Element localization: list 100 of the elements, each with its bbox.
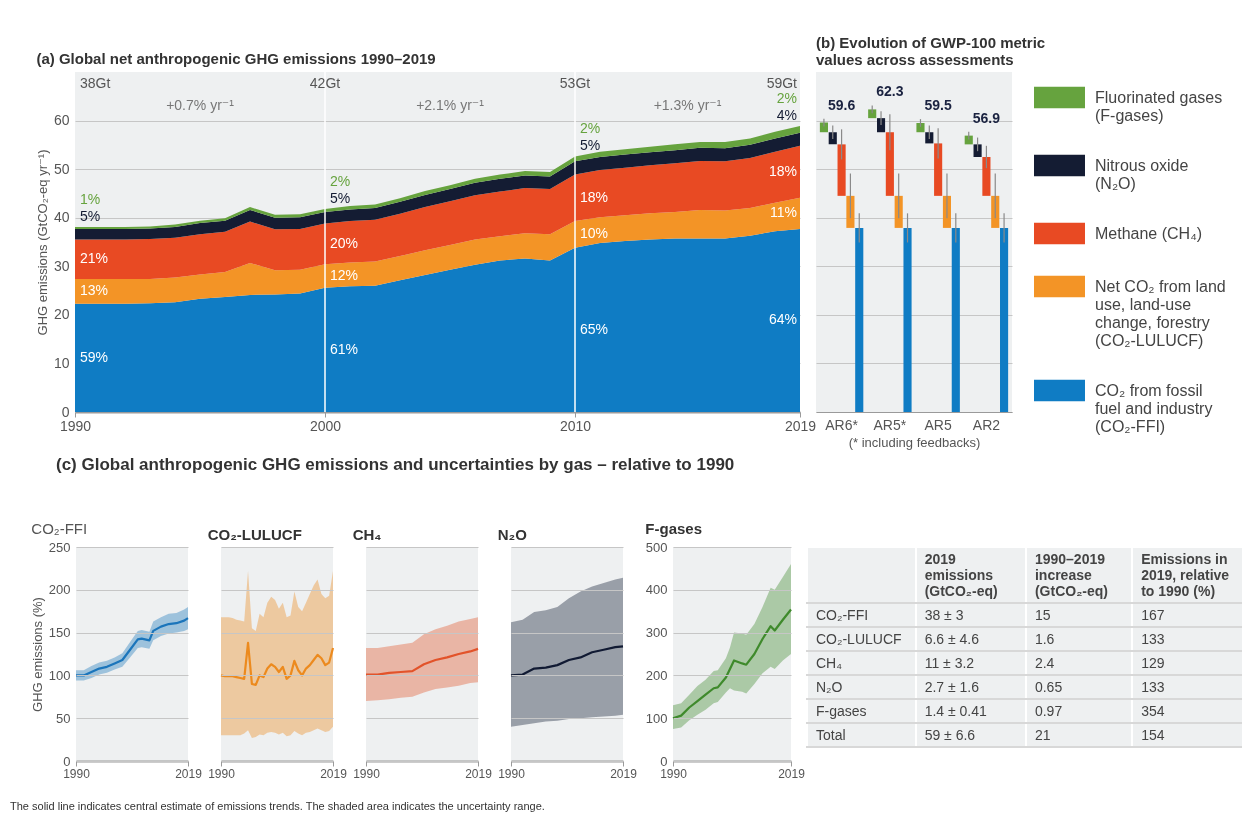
annotation: 64% [768, 311, 797, 328]
y-axis-title: GHG emissions (%) [29, 597, 45, 712]
x-tick-label: 2019 [465, 766, 493, 781]
x-tick-label: AR5 [924, 416, 952, 433]
x-tick-label: 1990 [63, 766, 91, 781]
x-tick-label: 1990 [660, 766, 688, 781]
total-label: 59.5 [924, 97, 952, 113]
annotation: 53Gt [559, 74, 591, 91]
y-tick-label: 60 [53, 112, 70, 129]
annotation: 42Gt [309, 74, 341, 91]
chart-title: N₂O [497, 526, 528, 543]
chart-title: F-gases [645, 520, 703, 537]
annotation: 2% [330, 172, 351, 189]
x-tick-label: 1990 [59, 417, 92, 434]
total-label: 59.6 [827, 96, 856, 113]
text: 167 [1132, 603, 1242, 627]
text: 1990–2019 increase (GtCO₂-eq) [1025, 548, 1133, 603]
bar [885, 132, 894, 196]
annotation: 5% [80, 207, 101, 224]
y-tick-label: 0 [61, 403, 70, 420]
text: 0.97 [1025, 699, 1133, 723]
y-tick-label: 300 [645, 625, 668, 641]
chart-title: (b) Evolution of GWP-100 metric values across assessments [816, 34, 1046, 68]
y-tick-label: 0 [63, 753, 71, 769]
annotation: 4% [776, 106, 797, 123]
bar [934, 143, 943, 196]
x-tick-label: 1990 [208, 766, 236, 781]
bar [991, 195, 1000, 228]
text: (c) Global anthropogenic GHG emissions and uncertainties by gas – relative to 1990 [56, 455, 735, 475]
bar [837, 144, 846, 196]
bar [828, 132, 837, 145]
text: 6.6 ± 4.6 [915, 627, 1026, 651]
text: 1.6 [1025, 627, 1133, 651]
text: 2019 emissions (GtCO₂-eq) [915, 548, 1026, 603]
y-tick-label: 10 [53, 354, 70, 371]
line-series [74, 616, 190, 677]
y-tick-label: 150 [48, 625, 71, 641]
y-tick-label: 0 [660, 753, 668, 769]
x-tick-label: 2000 [309, 417, 342, 434]
y-tick-label: 50 [56, 710, 71, 726]
annotation: 18% [768, 162, 797, 179]
annotation: 12% [330, 267, 359, 283]
text: Emissions in 2019, relative to 1990 (%) [1132, 548, 1242, 603]
x-tick-label: 2019 [610, 766, 638, 781]
annotation: 20% [330, 234, 359, 251]
legend-label: CO₂ from fossil fuel and industry (CO₂-FFI) [1095, 381, 1213, 435]
annotation: 5% [580, 137, 601, 154]
bar [894, 195, 903, 228]
text: 133 [1132, 627, 1242, 651]
chart-subtitle: CO₂-FFI [31, 520, 88, 537]
annotation: 61% [330, 340, 359, 357]
chart-title: CO₂-LULUCF [207, 526, 302, 543]
text: 38 ± 3 [915, 603, 1026, 627]
y-tick-label: 250 [48, 539, 71, 555]
x-tick-label: 2019 [320, 766, 348, 781]
annotation: 11% [770, 204, 797, 221]
text: F-gases [807, 699, 916, 723]
bar [982, 157, 991, 196]
annotation: 2% [776, 89, 797, 106]
legend-label: Methane (CH₄) [1095, 224, 1203, 242]
y-tick-label: 50 [53, 160, 70, 177]
y-tick-label: 20 [53, 306, 70, 323]
annotation: 5% [330, 189, 351, 206]
annotation: +2.1% yr⁻¹ [416, 97, 485, 113]
annotation: 13% [80, 282, 109, 299]
annotation: 18% [580, 188, 609, 205]
y-axis-title: GHG emissions (GtCO₂-eq yr⁻¹) [34, 149, 50, 336]
chart-title: (a) Global net anthropogenic GHG emissions 1990–2019 [36, 50, 436, 68]
x-tick-label: AR5* [873, 416, 907, 433]
bar [973, 144, 982, 157]
text: CO₂-LULUCF [807, 627, 916, 651]
y-tick-label: 100 [645, 710, 668, 726]
legend-label: Net CO₂ from land use, land-use change, forestry (CO₂-LULUCF) [1095, 277, 1226, 349]
bar [916, 123, 925, 133]
text: 11 ± 3.2 [915, 651, 1026, 675]
y-tick-label: 100 [48, 667, 71, 683]
annotation: 59Gt [766, 74, 798, 91]
x-tick-label: 2019 [784, 417, 817, 434]
annotation: 1% [80, 190, 101, 207]
x-tick-label: AR2 [972, 416, 1001, 433]
text: 15 [1025, 603, 1133, 627]
annotation: 21% [80, 250, 109, 267]
bar [846, 195, 855, 228]
annotation: +0.7% yr⁻¹ [166, 97, 235, 113]
annotation: +1.3% yr⁻¹ [653, 97, 722, 113]
bar [1000, 227, 1009, 412]
text: The solid line indicates central estimate of emissions trends. The shaded area indicates the uncertainty range. [10, 800, 545, 812]
text: 1.4 ± 0.41 [915, 699, 1026, 723]
x-tick-label: 1990 [498, 766, 526, 781]
text: 2.7 ± 1.6 [915, 675, 1026, 699]
bar [951, 227, 960, 412]
legend-label: Fluorinated gases (F-gases) [1095, 88, 1223, 124]
bar [903, 227, 912, 412]
x-tick-label: 2019 [778, 766, 806, 781]
text: 133 [1132, 675, 1242, 699]
total-label: 62.3 [876, 83, 904, 100]
annotation: 65% [580, 320, 609, 337]
bar [855, 227, 864, 412]
y-tick-label: 200 [48, 582, 71, 598]
annotation: 10% [580, 225, 609, 242]
